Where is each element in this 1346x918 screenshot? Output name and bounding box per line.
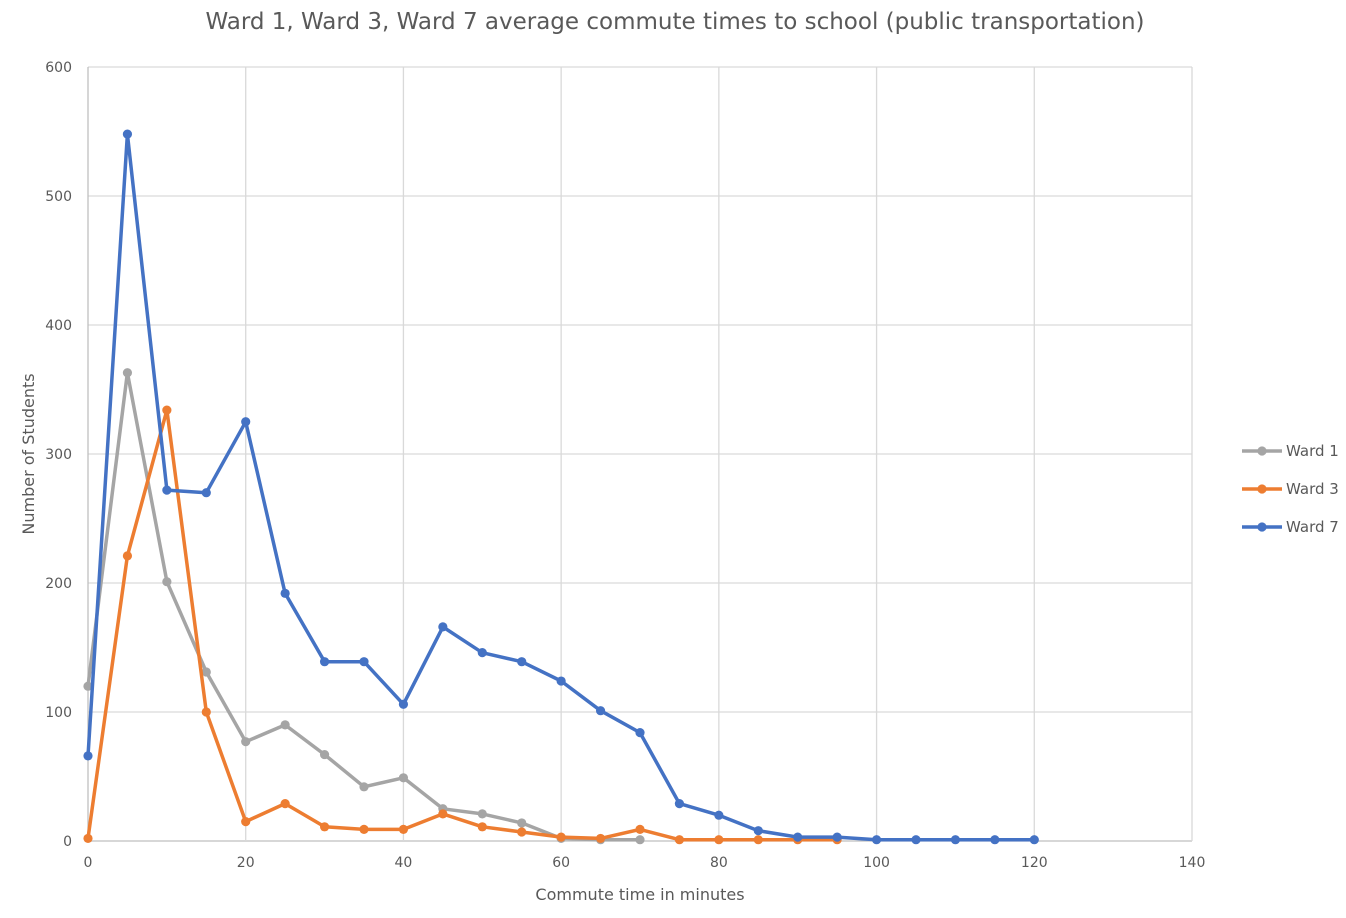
legend-swatch-marker (1257, 446, 1267, 456)
data-point-ward-1 (280, 720, 290, 730)
data-point-ward-1 (635, 835, 645, 845)
y-tick-label: 600 (45, 60, 72, 76)
legend-item-ward-1: Ward 1 (1242, 442, 1339, 460)
data-point-ward-3 (241, 817, 251, 827)
x-tick-label: 40 (395, 855, 413, 871)
legend-label: Ward 1 (1286, 442, 1339, 460)
data-point-ward-3 (714, 835, 724, 845)
data-point-ward-7 (753, 826, 763, 836)
data-point-ward-7 (241, 417, 251, 427)
data-point-ward-7 (950, 835, 961, 845)
data-point-ward-3 (83, 833, 93, 844)
series-ward-7 (83, 129, 1039, 845)
data-point-ward-7 (674, 798, 685, 809)
grid (87, 66, 1193, 842)
y-tick-label: 200 (45, 576, 72, 592)
data-point-ward-7 (1029, 835, 1039, 845)
data-point-ward-1 (162, 577, 172, 587)
data-point-ward-1 (122, 368, 133, 378)
data-point-ward-7 (635, 728, 645, 738)
y-tick-label: 400 (45, 318, 72, 334)
data-point-ward-3 (517, 827, 527, 837)
data-point-ward-7 (122, 129, 133, 139)
legend-item-ward-7: Ward 7 (1242, 518, 1339, 536)
data-point-ward-7 (714, 810, 724, 820)
data-point-ward-1 (241, 737, 251, 747)
data-point-ward-1 (201, 667, 211, 677)
data-point-ward-1 (83, 681, 93, 691)
data-point-ward-1 (477, 809, 487, 819)
data-point-ward-7 (438, 622, 448, 632)
y-tick-label: 500 (45, 189, 72, 205)
y-axis-label: Number of Students (19, 373, 38, 534)
data-point-ward-3 (201, 707, 211, 717)
x-axis-label: Commute time in minutes (535, 885, 744, 904)
x-tick-label: 20 (237, 855, 255, 871)
y-tick-label: 300 (45, 447, 72, 463)
series-line-ward-3 (86, 408, 838, 842)
x-tick-label: 120 (1021, 855, 1048, 871)
data-point-ward-7 (477, 648, 487, 658)
data-point-ward-1 (398, 773, 409, 783)
data-point-ward-1 (319, 749, 330, 760)
legend: Ward 1 Ward 3 Ward 7 (1242, 442, 1339, 536)
x-tick-label: 100 (863, 855, 890, 871)
legend-item-ward-3: Ward 3 (1242, 480, 1339, 498)
legend-swatch-marker (1257, 484, 1267, 494)
chart-title: Ward 1, Ward 3, Ward 7 average commute t… (205, 9, 1144, 35)
data-point-ward-7 (911, 835, 921, 845)
data-point-ward-7 (280, 588, 290, 598)
data-point-ward-7 (517, 657, 527, 667)
data-point-ward-7 (793, 832, 803, 842)
data-point-ward-7 (990, 835, 1000, 845)
data-point-ward-7 (595, 706, 606, 716)
data-point-ward-3 (122, 551, 133, 561)
data-point-ward-7 (359, 657, 369, 667)
series-ward-1 (83, 368, 645, 845)
x-tick-label: 80 (710, 855, 728, 871)
data-point-ward-3 (398, 824, 409, 834)
data-point-ward-7 (201, 488, 211, 498)
y-tick-label: 100 (45, 705, 72, 721)
data-point-ward-7 (162, 485, 172, 495)
legend-label: Ward 3 (1286, 480, 1339, 498)
data-point-ward-3 (753, 835, 763, 845)
x-tick-label: 60 (552, 855, 570, 871)
data-point-ward-3 (477, 822, 487, 832)
data-point-ward-3 (280, 798, 290, 809)
data-point-ward-7 (319, 657, 330, 667)
series-layer (83, 129, 1039, 845)
data-point-ward-1 (517, 818, 527, 828)
data-point-ward-7 (556, 676, 566, 686)
data-point-ward-3 (319, 822, 330, 832)
data-point-ward-7 (871, 835, 882, 845)
data-point-ward-3 (674, 835, 685, 845)
data-point-ward-3 (556, 832, 566, 842)
data-point-ward-3 (595, 833, 606, 844)
data-point-ward-3 (635, 824, 645, 834)
axis-ticks: 0 100 200 300 400 500 600 0 20 40 60 80 100 120 140 (45, 60, 1205, 871)
data-point-ward-1 (359, 782, 369, 792)
data-point-ward-7 (83, 751, 93, 761)
data-point-ward-3 (438, 809, 448, 819)
legend-swatch-marker (1257, 522, 1267, 532)
data-point-ward-7 (398, 699, 409, 709)
x-tick-label: 140 (1179, 855, 1206, 871)
data-point-ward-7 (832, 832, 842, 842)
x-tick-label: 0 (84, 855, 93, 871)
series-ward-3 (83, 405, 842, 845)
data-point-ward-3 (359, 824, 369, 834)
legend-label: Ward 7 (1286, 518, 1339, 536)
data-point-ward-3 (162, 405, 172, 415)
y-tick-label: 0 (63, 834, 72, 850)
